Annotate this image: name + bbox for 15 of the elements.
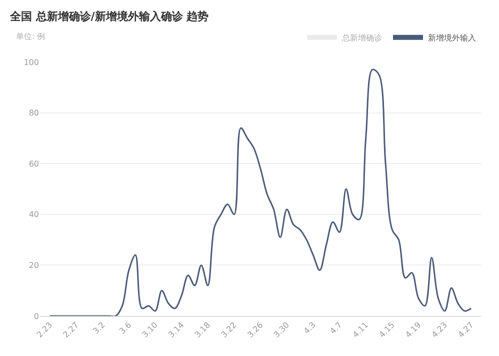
x-tick-label: 3.2 (91, 320, 107, 336)
legend-label: 总新增确诊 (341, 33, 382, 42)
y-tick-label: 20 (28, 261, 39, 270)
x-tick-label: 4.7 (328, 320, 344, 336)
y-tick-label: 100 (24, 58, 39, 67)
chart-title: 全国 总新增确诊/新增境外输入确诊 趋势 (8, 10, 209, 24)
y-tick-label: 60 (28, 159, 39, 168)
y-tick-label: 40 (28, 210, 39, 220)
y-tick-label: 80 (28, 108, 39, 118)
line-series (49, 68, 472, 316)
y-tick-label: 0 (34, 312, 39, 321)
chart-subtitle: 单位: 例 (16, 32, 46, 41)
legend-label: 新增境外输入 (428, 33, 476, 42)
x-tick-label: 3.6 (118, 320, 134, 336)
x-tick-label: 4.3 (302, 320, 318, 336)
